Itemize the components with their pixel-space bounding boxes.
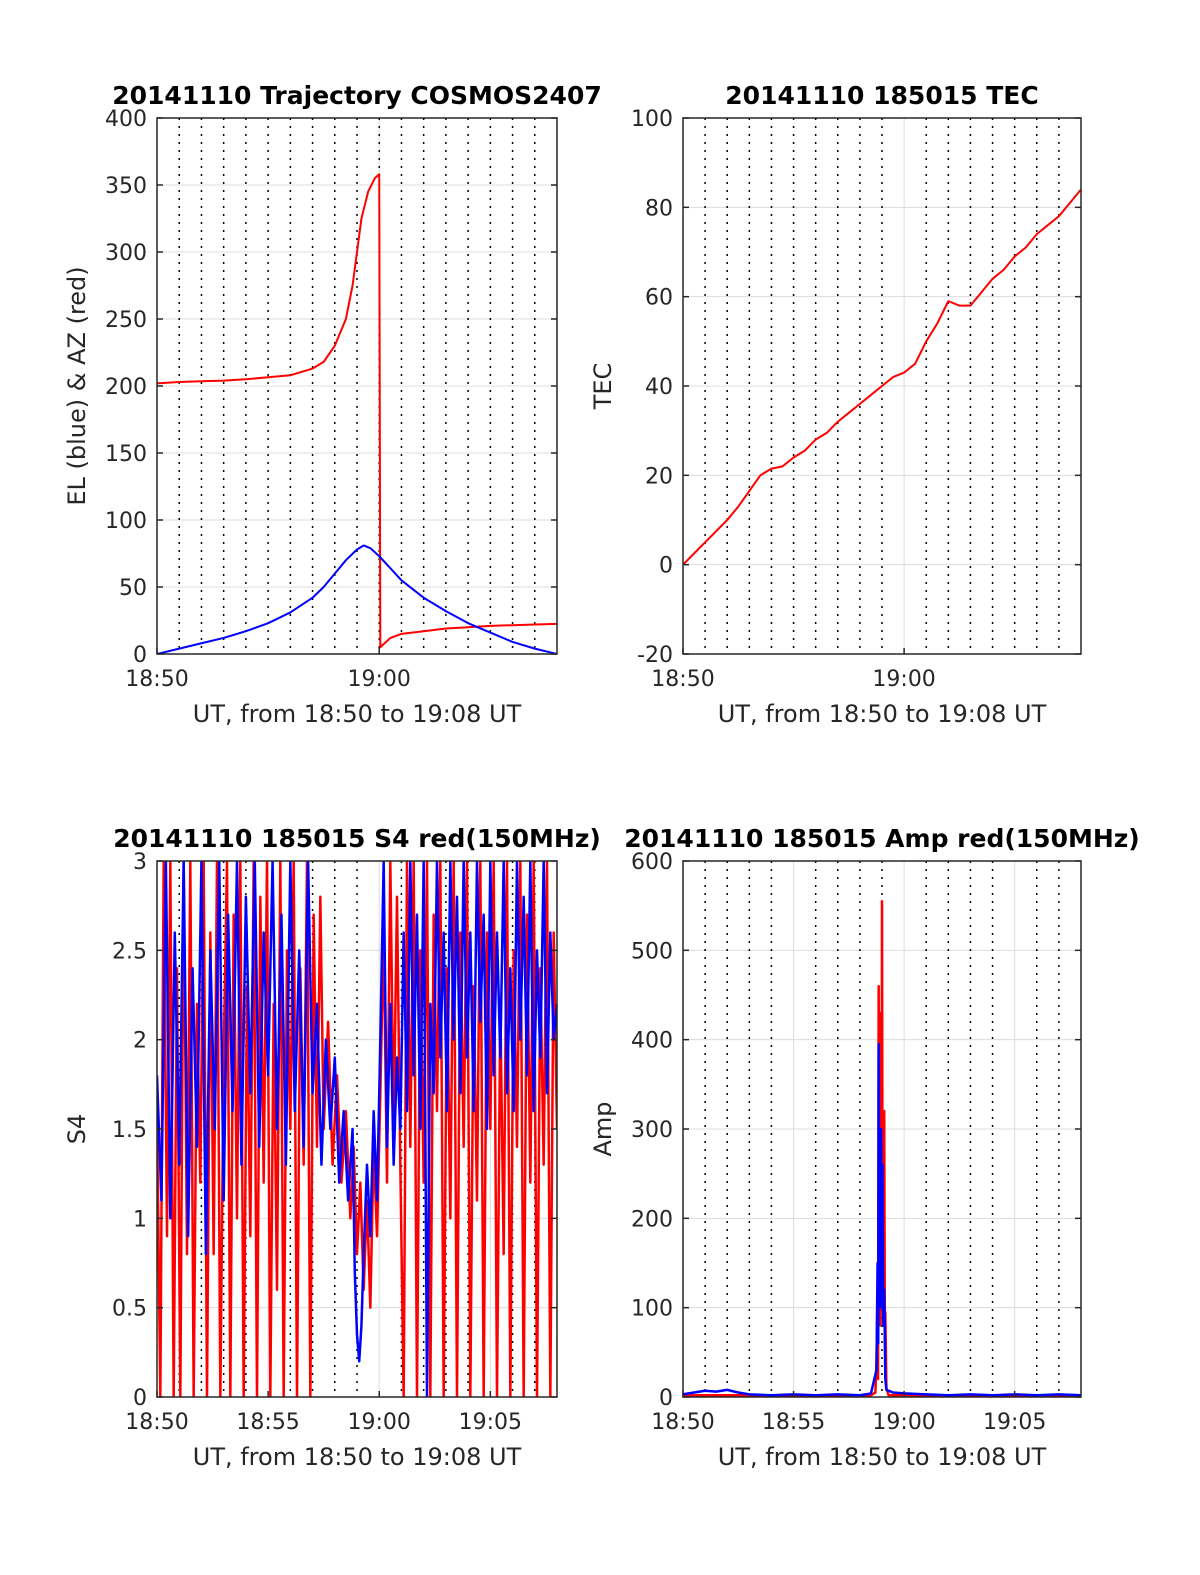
y-tick-label: 0: [659, 1386, 673, 1411]
s4-plot: 0 0.5 1 1.5 2 2.5 3 18:50 18:55 19:00 19:05 2014111…: [63, 824, 601, 1471]
y-axis-label: Amp: [589, 1101, 617, 1156]
trajectory-plot: 0 50 100 150 200 250 300 350 400 18:50 19:00 201411…: [63, 81, 602, 728]
y-tick-label: 200: [105, 375, 147, 400]
red-series-line: [157, 173, 557, 649]
chart-title: 20141110 Trajectory COSMOS2407: [112, 81, 602, 110]
y-tick-label: 3: [133, 850, 147, 875]
y-tick-label: 80: [645, 196, 673, 221]
y-tick-label: 60: [645, 286, 673, 311]
x-axis-label: UT, from 18:50 to 19:08 UT: [718, 700, 1047, 728]
y-tick-label: 50: [119, 576, 147, 601]
x-tick-label: 19:05: [983, 1410, 1046, 1435]
y-tick-label: 150: [105, 442, 147, 467]
red-series-line: [683, 188, 1081, 566]
x-tick-label: 19:05: [459, 1410, 522, 1435]
x-tick-label: 18:50: [651, 667, 714, 692]
y-tick-label: 0: [133, 643, 147, 668]
x-tick-label: 19:00: [872, 1410, 935, 1435]
y-tick-label: 1.5: [112, 1118, 147, 1143]
y-tick-label: 100: [105, 509, 147, 534]
y-axis-label: EL (blue) & AZ (red): [63, 266, 91, 505]
y-tick-label: 200: [631, 1207, 673, 1232]
y-tick-label: 500: [631, 939, 673, 964]
y-tick-label: 0: [659, 554, 673, 579]
y-axis-label: TEC: [589, 363, 617, 411]
y-tick-label: 350: [105, 174, 147, 199]
y-tick-label: 300: [631, 1118, 673, 1143]
x-tick-label: 19:00: [872, 667, 935, 692]
y-tick-label: 300: [105, 241, 147, 266]
y-tick-label: 100: [631, 107, 673, 132]
chart-title: 20141110 185015 Amp red(150MHz): [624, 824, 1140, 853]
y-tick-label: 0: [133, 1386, 147, 1411]
y-tick-label: 2.5: [112, 939, 147, 964]
x-tick-label: 19:00: [348, 1410, 411, 1435]
x-axis-label: UT, from 18:50 to 19:08 UT: [193, 700, 522, 728]
y-tick-label: -20: [637, 643, 673, 668]
y-tick-label: 1: [133, 1207, 147, 1232]
x-tick-label: 18:50: [125, 1410, 188, 1435]
y-tick-label: 250: [105, 308, 147, 333]
y-tick-label: 40: [645, 375, 673, 400]
amp-plot: 0 100 200 300 400 500 600 18:50 18:55 19:00 19:05 2…: [589, 824, 1140, 1471]
x-tick-label: 18:50: [125, 667, 188, 692]
y-tick-label: 600: [631, 850, 673, 875]
y-tick-label: 400: [631, 1029, 673, 1054]
x-axis-label: UT, from 18:50 to 19:08 UT: [193, 1443, 522, 1471]
y-tick-label: 20: [645, 464, 673, 489]
x-tick-label: 18:55: [236, 1410, 299, 1435]
x-tick-label: 18:50: [651, 1410, 714, 1435]
x-tick-label: 18:55: [762, 1410, 825, 1435]
chart-title: 20141110 185015 S4 red(150MHz): [113, 824, 601, 853]
y-tick-label: 100: [631, 1297, 673, 1322]
blue-series-line: [157, 544, 557, 654]
blue-series-line: [683, 1042, 1081, 1397]
x-tick-label: 19:00: [348, 667, 411, 692]
blue-series-line: [157, 861, 557, 1397]
y-tick-label: 400: [105, 107, 147, 132]
y-tick-label: 2: [133, 1029, 147, 1054]
y-tick-label: 0.5: [112, 1297, 147, 1322]
chart-title: 20141110 185015 TEC: [725, 81, 1038, 110]
tec-plot: -20 0 20 40 60 80 100 18:50 19:00 20141110 185015…: [589, 81, 1082, 728]
y-axis-label: S4: [63, 1114, 91, 1145]
x-axis-label: UT, from 18:50 to 19:08 UT: [718, 1443, 1047, 1471]
